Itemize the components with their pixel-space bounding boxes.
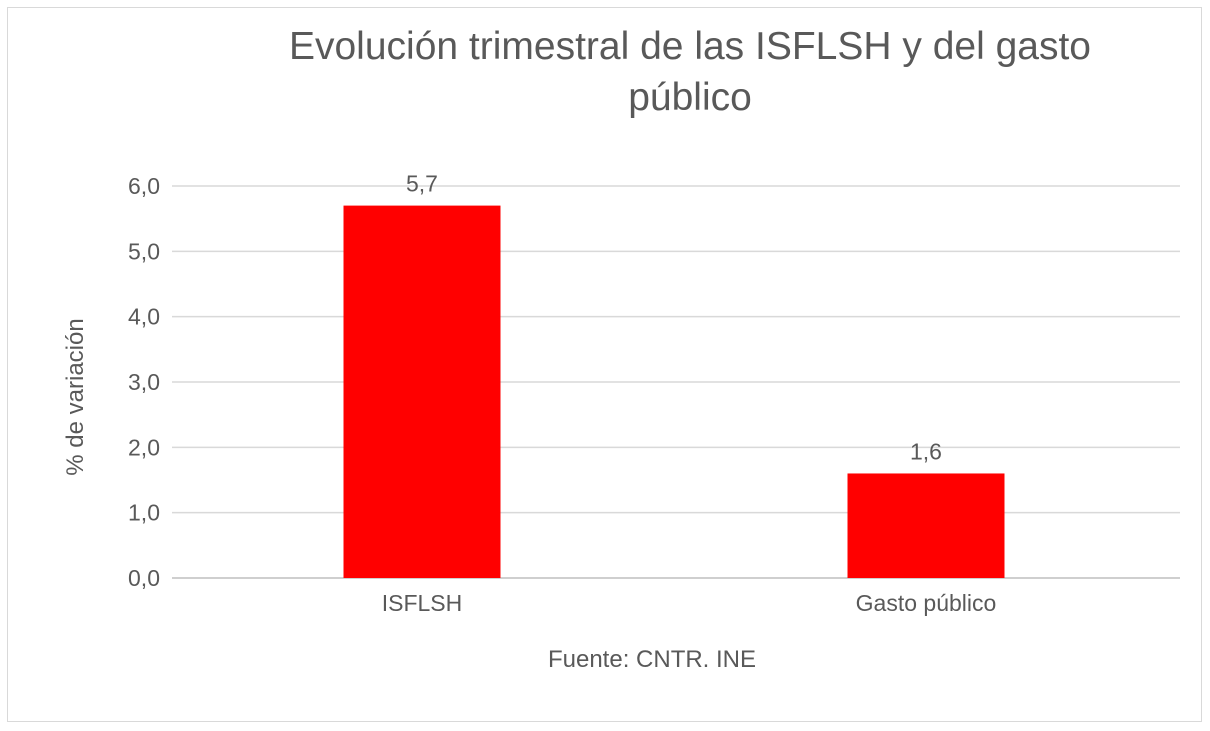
y-tick-label: 4,0 — [128, 304, 160, 330]
x-tick-label: ISFLSH — [382, 590, 463, 616]
bar-0 — [343, 205, 501, 578]
y-tick-label: 3,0 — [128, 369, 160, 395]
data-label: 5,7 — [406, 171, 438, 197]
chart-frame — [7, 7, 1202, 722]
y-tick-label: 2,0 — [128, 434, 160, 460]
y-tick-label: 1,0 — [128, 500, 160, 526]
y-tick-label: 0,0 — [128, 565, 160, 591]
bar-1 — [847, 473, 1005, 578]
data-label: 1,6 — [910, 438, 942, 464]
chart-title-line-1: Evolución trimestral de las ISFLSH y del… — [289, 25, 1091, 68]
chart-title-line-2: público — [628, 76, 752, 119]
y-tick-label: 6,0 — [128, 173, 160, 199]
x-axis-label: Fuente: CNTR. INE — [548, 646, 756, 673]
y-axis-label: % de variación — [62, 318, 89, 475]
y-tick-label: 5,0 — [128, 238, 160, 264]
x-tick-label: Gasto público — [856, 590, 997, 616]
